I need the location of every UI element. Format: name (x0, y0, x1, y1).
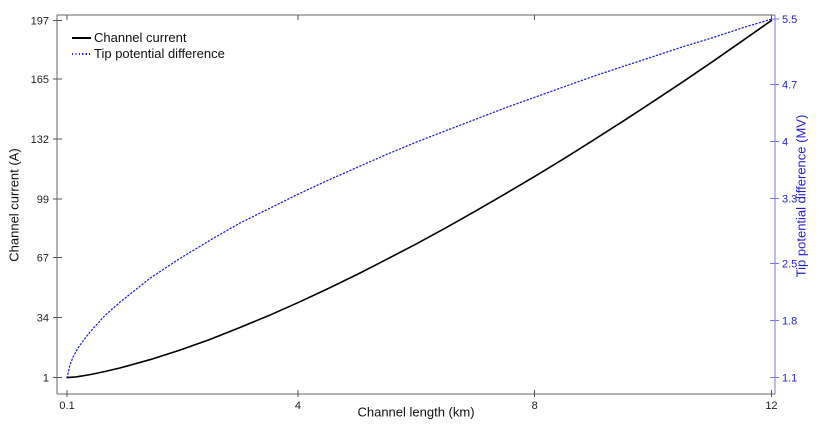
x-axis-label: Channel length (km) (357, 404, 475, 420)
y-left-tick-label: 197 (31, 15, 49, 27)
y-right-tick-label: 4.7 (782, 79, 797, 91)
x-tick-label: 4 (295, 400, 301, 412)
y-right-tick-label: 2.5 (782, 259, 797, 271)
legend-label: Channel current (94, 30, 187, 45)
x-tick-label: 0.1 (59, 400, 74, 412)
legend: Channel current Tip potential difference (72, 31, 225, 61)
y-left-tick-label: 165 (31, 74, 49, 86)
legend-item: Tip potential difference (72, 47, 225, 61)
y-left-tick-label: 99 (37, 194, 49, 206)
y-left-tick-label: 132 (31, 134, 49, 146)
series-tip-potential-difference (66, 18, 773, 379)
x-tick-label: 8 (532, 400, 538, 412)
y-right-tick-label: 4 (782, 136, 788, 148)
y-right-tick-label: 1.8 (782, 316, 797, 328)
legend-dotted-line-sample (72, 53, 91, 55)
y-left-tick-label: 1 (43, 373, 49, 385)
y-right-tick-label: 1.1 (782, 373, 797, 385)
y-left-tick-label: 34 (37, 312, 49, 324)
legend-label: Tip potential difference (94, 46, 225, 61)
y-axis-label-right: Tip potential difference (MV) (793, 114, 809, 278)
y-left-tick-label: 67 (37, 252, 49, 264)
x-tick-label: 12 (765, 400, 777, 412)
y-right-tick-label: 3.3 (782, 193, 797, 205)
legend-item: Channel current (72, 31, 225, 45)
y-axis-label-left: Channel current (A) (6, 148, 22, 262)
series-channel-current (66, 19, 773, 379)
y-right-tick-label: 5.5 (782, 14, 797, 26)
legend-solid-line-sample (72, 37, 91, 39)
